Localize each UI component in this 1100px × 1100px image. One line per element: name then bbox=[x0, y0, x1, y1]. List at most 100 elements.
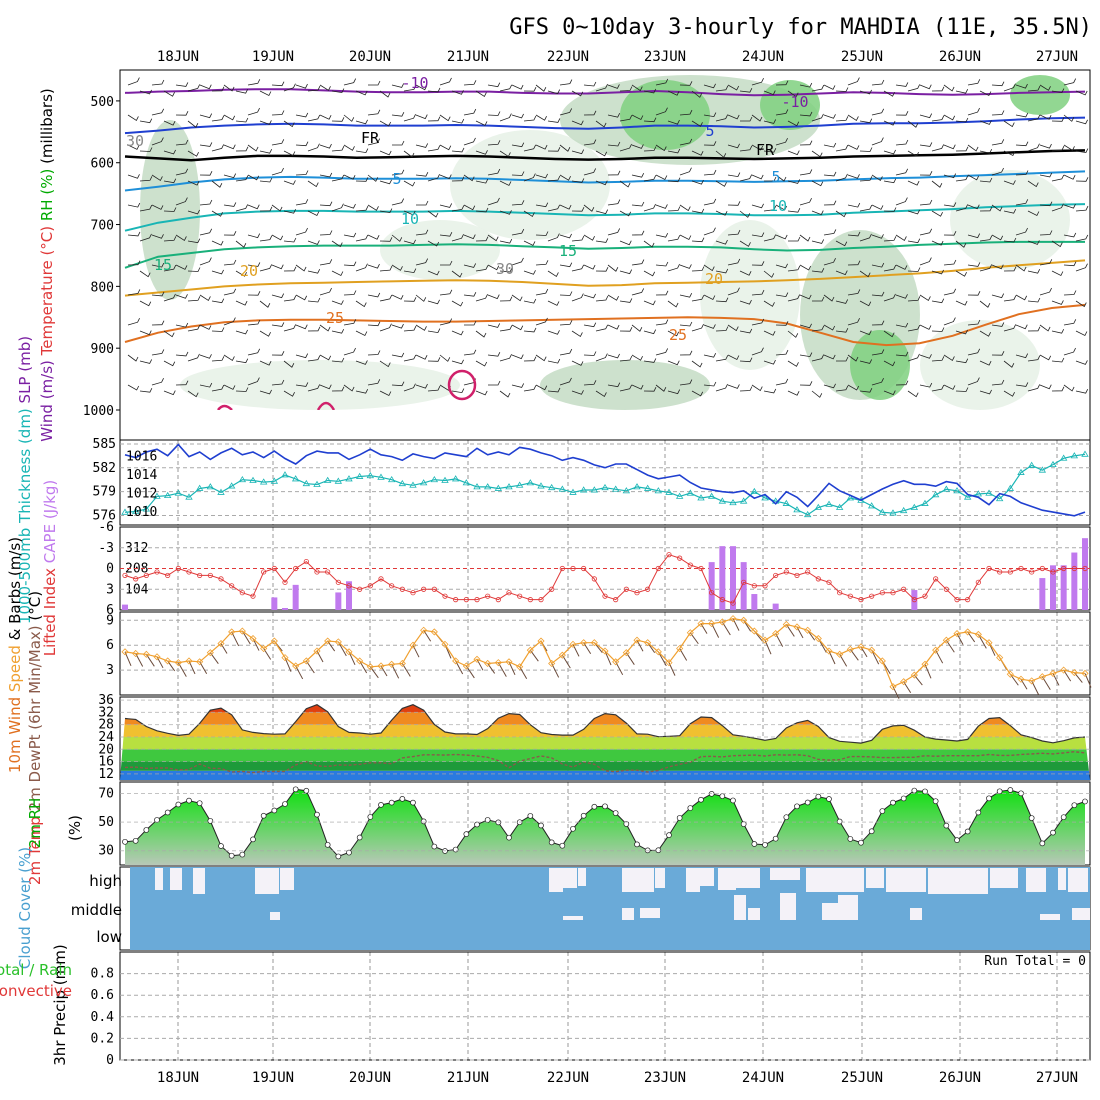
wind-barb bbox=[1003, 295, 1017, 302]
wind-barb bbox=[631, 324, 643, 332]
lifted-point bbox=[869, 593, 875, 599]
wind-barb bbox=[763, 330, 776, 336]
wind-barb bbox=[343, 144, 355, 151]
wind-barb bbox=[271, 351, 285, 356]
wind-barb bbox=[403, 114, 416, 122]
wind-barb bbox=[871, 320, 885, 326]
wind-barb bbox=[631, 84, 643, 92]
wind-barb bbox=[199, 257, 212, 266]
wind-barb bbox=[343, 174, 356, 180]
wind-barb bbox=[787, 120, 800, 127]
rh-point bbox=[932, 798, 939, 805]
wind-barb bbox=[1063, 174, 1076, 180]
wind-barb bbox=[259, 300, 271, 308]
wind-barb bbox=[931, 356, 945, 362]
wind-barb bbox=[475, 150, 488, 155]
wind-barb bbox=[403, 210, 416, 216]
wind-barb bbox=[355, 300, 367, 308]
wind-barb bbox=[679, 109, 693, 116]
wind-barb bbox=[535, 288, 549, 296]
wind-point bbox=[345, 648, 353, 656]
wind-barb bbox=[475, 207, 489, 213]
slp-line bbox=[124, 443, 1086, 517]
wind-barb bbox=[415, 383, 428, 389]
wind-barb bbox=[847, 114, 859, 121]
thickness-point bbox=[814, 503, 823, 510]
cape-bar bbox=[282, 608, 288, 610]
wind-barb bbox=[223, 354, 235, 361]
wind-barb bbox=[511, 200, 525, 206]
day-label-top: 26JUN bbox=[939, 49, 981, 65]
wind-barb bbox=[583, 322, 597, 328]
wind-barb bbox=[943, 84, 955, 92]
cloud-row-low: low bbox=[96, 928, 122, 946]
rh-point bbox=[207, 818, 214, 824]
cloud-cell bbox=[640, 908, 660, 918]
wind-barb bbox=[943, 354, 955, 361]
wind-point bbox=[1006, 670, 1014, 678]
lifted-point bbox=[549, 586, 555, 592]
wind-barb bbox=[367, 292, 381, 298]
wind-barb bbox=[535, 144, 548, 150]
wind-barb bbox=[283, 209, 297, 214]
wind-barb bbox=[355, 389, 369, 394]
precip-axis-label: 3hr Precip (mm) bbox=[51, 944, 69, 1065]
contour-label: 10 bbox=[401, 210, 419, 228]
top-day-labels: 18JUN 19JUN 20JUN 21JUN 22JUN 23JUN 24JUN 25JUN… bbox=[157, 49, 1078, 65]
contour-label: 30 bbox=[496, 260, 514, 278]
wind-barb bbox=[1039, 230, 1053, 236]
lifted-point bbox=[378, 576, 384, 582]
wind-barb bbox=[451, 300, 464, 307]
lifted-point bbox=[325, 569, 331, 575]
temp-axis-label: 2m Temp 2m DewPt (6hr Min/Max) (°C) bbox=[26, 591, 44, 885]
day-label-bottom: 27JUN bbox=[1036, 1070, 1078, 1086]
wind-barb bbox=[607, 324, 620, 330]
wind-barb bbox=[823, 200, 837, 206]
wind-barb bbox=[415, 354, 428, 360]
wind-barb bbox=[811, 84, 825, 92]
wind-barb bbox=[931, 384, 945, 392]
wind-barb bbox=[907, 390, 919, 398]
wind-barb bbox=[151, 291, 165, 297]
lifted-point bbox=[335, 579, 341, 585]
lifted-point bbox=[858, 597, 864, 603]
wind-barb bbox=[163, 149, 176, 155]
wind-barb bbox=[859, 330, 872, 336]
wind-barb bbox=[1015, 294, 1028, 301]
wind-barb bbox=[343, 78, 357, 86]
thickness-point bbox=[867, 502, 876, 509]
wind-barb bbox=[283, 295, 297, 302]
wind-barb bbox=[307, 180, 319, 188]
wind-barb bbox=[139, 359, 153, 364]
wind-barb bbox=[151, 137, 164, 146]
wind-barb bbox=[127, 231, 141, 237]
wind-barb bbox=[655, 261, 669, 267]
rh-point bbox=[719, 793, 726, 800]
wind-barb bbox=[643, 117, 657, 123]
wind-barb bbox=[463, 263, 477, 268]
wind-barb bbox=[595, 150, 608, 157]
wind-barb bbox=[307, 384, 321, 392]
wind-barb bbox=[187, 296, 201, 302]
rh-point bbox=[164, 809, 171, 816]
wind-barb bbox=[403, 325, 417, 332]
wind-barb bbox=[979, 177, 993, 183]
wind-barb bbox=[583, 293, 596, 299]
wind-point bbox=[910, 671, 918, 679]
contour-0 bbox=[124, 149, 1086, 162]
slp-panel: 576 579 582 585 1010 1012 1014 1016 1000-500mb T… bbox=[16, 336, 1090, 624]
wind-barb bbox=[823, 258, 836, 266]
wind-barb bbox=[931, 269, 944, 275]
wind-barb bbox=[788, 236, 801, 242]
wind-barb bbox=[655, 348, 669, 356]
wind-barb bbox=[883, 390, 896, 396]
rh-point bbox=[868, 828, 875, 835]
wind-barb bbox=[487, 294, 500, 300]
wind-barb bbox=[919, 324, 932, 330]
wind-barb bbox=[763, 234, 777, 242]
wind-barb bbox=[919, 228, 933, 236]
wind-barb bbox=[475, 265, 489, 272]
wind-barb bbox=[331, 88, 345, 94]
cape-bar bbox=[751, 594, 758, 610]
wind-barb bbox=[367, 321, 381, 327]
